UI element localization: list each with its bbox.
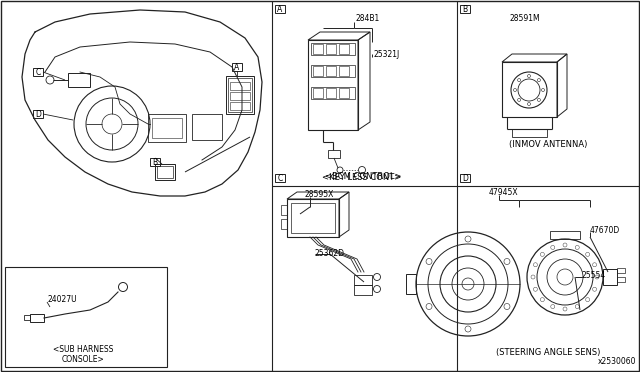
Text: C: C <box>277 173 283 183</box>
Bar <box>33 110 43 118</box>
Text: <SUB HARNESS: <SUB HARNESS <box>53 346 113 355</box>
Bar <box>354 285 372 295</box>
Text: 25362D: 25362D <box>315 250 345 259</box>
Bar <box>617 277 625 282</box>
Bar <box>406 274 416 294</box>
Bar <box>354 275 372 285</box>
Bar <box>326 44 336 54</box>
Bar <box>30 314 44 322</box>
Text: 24027U: 24027U <box>47 295 77 305</box>
Bar <box>311 87 355 99</box>
Bar <box>150 158 160 166</box>
Bar <box>550 231 580 239</box>
Bar <box>33 68 43 76</box>
Bar <box>512 129 547 137</box>
Bar <box>232 63 242 71</box>
Text: 28591M: 28591M <box>510 13 541 22</box>
Text: x2530060: x2530060 <box>598 357 636 366</box>
Text: (INMOV ANTENNA): (INMOV ANTENNA) <box>509 140 587 148</box>
Text: 28595X: 28595X <box>305 189 334 199</box>
Bar <box>287 199 339 237</box>
Text: B: B <box>463 4 468 13</box>
Bar <box>226 76 254 114</box>
Bar <box>313 88 323 98</box>
Bar <box>328 150 340 158</box>
Bar <box>230 92 250 100</box>
Bar <box>148 114 186 142</box>
Text: <KEY LESS CONT>: <KEY LESS CONT> <box>323 173 402 182</box>
Text: (STEERING ANGLE SENS): (STEERING ANGLE SENS) <box>496 347 600 356</box>
Text: A: A <box>277 4 283 13</box>
Bar <box>230 82 250 90</box>
Text: A: A <box>234 62 239 71</box>
Bar <box>603 269 617 285</box>
Text: 284B1: 284B1 <box>356 13 380 22</box>
Text: CONSOLE>: CONSOLE> <box>61 355 104 363</box>
Text: B: B <box>152 157 157 167</box>
Bar <box>339 66 349 76</box>
Bar <box>311 43 355 55</box>
Bar <box>313 44 323 54</box>
Text: C: C <box>35 67 40 77</box>
Bar <box>230 102 250 110</box>
Bar <box>326 66 336 76</box>
Bar <box>291 203 335 233</box>
Bar <box>617 268 625 273</box>
Bar <box>308 40 358 130</box>
Text: 25321J: 25321J <box>374 49 400 58</box>
Text: 47670D: 47670D <box>590 225 620 234</box>
Bar <box>5 267 167 367</box>
Bar <box>155 164 175 180</box>
Bar <box>68 73 90 87</box>
Bar <box>460 174 470 182</box>
Bar <box>339 88 349 98</box>
Text: <BCM CONTROL>: <BCM CONTROL> <box>324 171 401 180</box>
Bar <box>275 5 285 13</box>
Bar <box>313 66 323 76</box>
Bar <box>157 166 173 178</box>
Bar <box>311 65 355 77</box>
Bar <box>502 62 557 117</box>
Text: D: D <box>35 109 41 119</box>
Text: 25554: 25554 <box>582 272 606 280</box>
Text: D: D <box>462 173 468 183</box>
Bar <box>460 5 470 13</box>
Bar <box>281 219 287 229</box>
Bar <box>192 114 222 140</box>
Bar <box>281 205 287 215</box>
Bar <box>275 174 285 182</box>
Bar <box>339 44 349 54</box>
Bar <box>24 315 30 320</box>
Text: 47945X: 47945X <box>489 187 518 196</box>
Bar <box>228 78 252 112</box>
Bar <box>326 88 336 98</box>
Bar <box>152 118 182 138</box>
